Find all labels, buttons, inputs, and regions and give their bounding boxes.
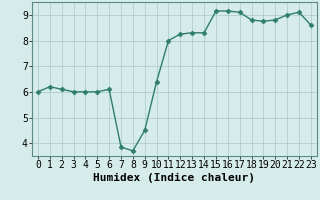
X-axis label: Humidex (Indice chaleur): Humidex (Indice chaleur) — [93, 173, 255, 183]
